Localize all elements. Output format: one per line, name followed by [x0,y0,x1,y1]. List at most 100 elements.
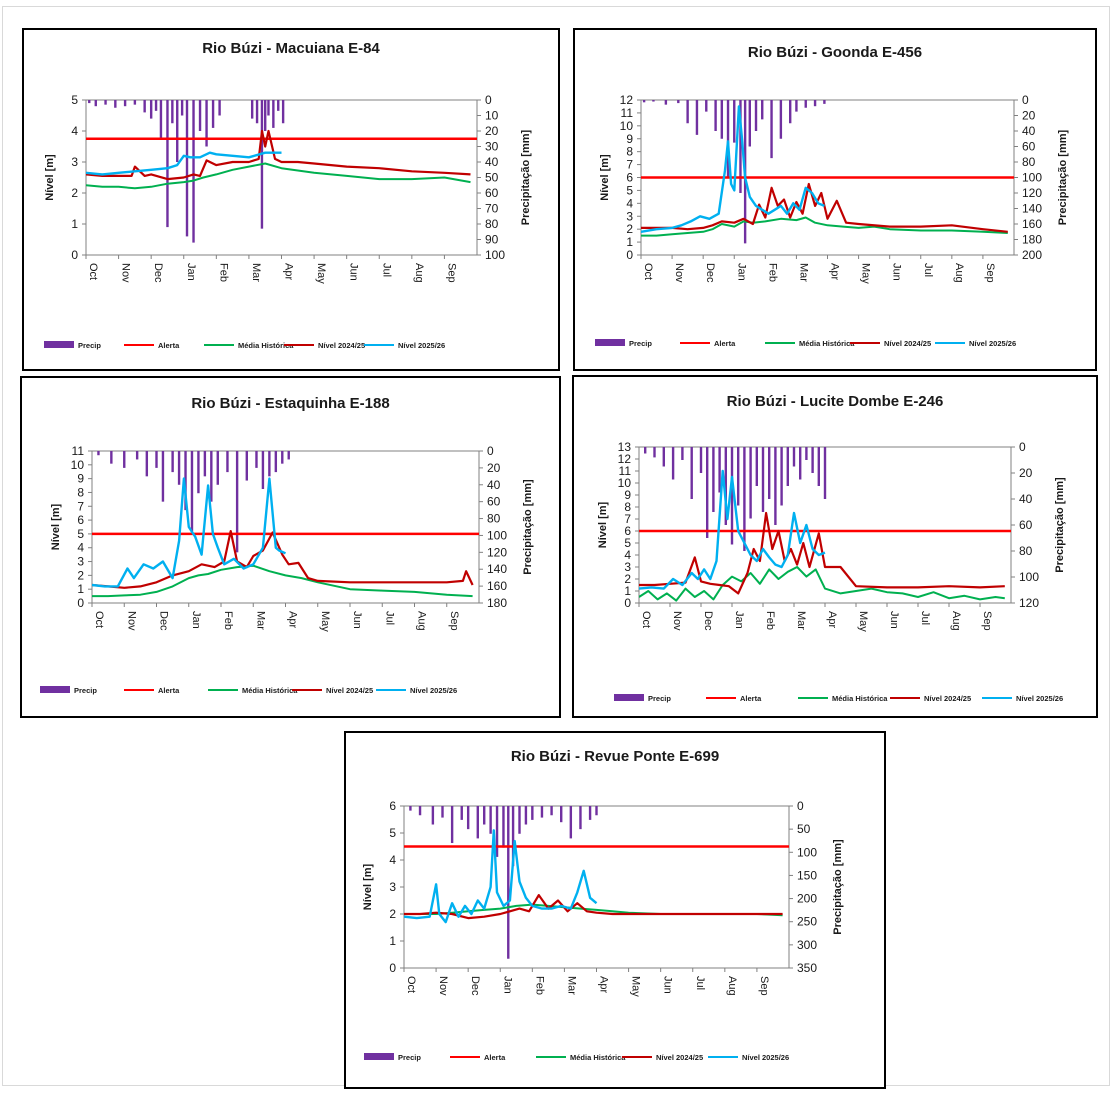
y-tick-label: 0 [624,596,631,610]
precip-bar [272,100,275,128]
precip-bar [720,100,724,139]
precip-bar [184,451,187,511]
precip-bar [114,100,117,108]
legend-label-n2526: Nível 2025/26 [969,339,1016,348]
precip-bar [507,806,510,959]
y2-tick-label: 60 [1019,518,1033,532]
precip-bar [786,447,789,486]
precip-bar [149,100,153,119]
x-tick-label: Sep [445,263,457,283]
plot-area [403,805,790,969]
precip-bar [210,451,213,502]
series-line-n2425 [92,530,474,589]
y-tick-label: 3 [389,880,396,894]
precip-bar [714,100,717,131]
precip-bar [754,100,758,131]
precip-bar [190,451,194,532]
precip-bar [511,806,515,867]
legend-swatch-precip [40,686,70,693]
y2-tick-label: 20 [487,461,501,475]
precip-bar [761,447,765,512]
y2-tick-label: 200 [1022,248,1042,262]
y-tick-label: 5 [389,826,396,840]
y-tick-label: 5 [77,527,84,541]
precip-bar [88,100,91,104]
y-tick-label: 3 [626,209,633,223]
precip-bar [779,100,783,139]
precip-bar [737,447,740,506]
precip-bar [154,100,158,111]
precip-bar [662,447,665,467]
y2-axis-label: Precipitação [mm] [1057,129,1069,225]
x-tick-label: May [630,976,642,997]
precip-bar [749,447,752,519]
y-tick-label: 12 [620,93,634,107]
y-tick-label: 11 [619,464,632,478]
y-tick-label: 1 [71,217,78,231]
precip-bar [595,806,598,816]
plot-area [91,450,480,604]
x-tick-label: Mar [797,263,809,282]
precip-bar [277,100,280,111]
precip-bar [495,806,499,857]
plot-data-group [92,451,479,598]
series-line-n2526 [639,469,826,590]
legend-label-precip: Precip [74,686,97,695]
y-tick-label: 1 [389,934,396,948]
legend-label-media: Média Histórica [242,686,298,695]
precip-bar [218,100,221,116]
precip-bar [823,100,826,104]
legend-label-precip: Precip [629,339,652,348]
precip-bar [161,451,165,502]
y2-tick-label: 50 [485,171,499,185]
x-tick-label: Sep [758,976,770,996]
precip-bar [205,100,208,147]
precip-bar [695,100,699,135]
precip-bar [644,447,647,454]
x-tick-label: Dec [469,976,481,996]
precip-bar [712,447,715,512]
y-tick-label: 3 [71,155,78,169]
y2-tick-label: 120 [487,545,507,559]
x-tick-label: Jun [348,263,360,281]
y2-tick-label: 160 [1022,217,1042,231]
y-tick-label: 5 [624,536,631,550]
x-tick-label: Jun [891,263,903,281]
y-tick-label: 8 [624,500,631,514]
y-tick-label: 0 [71,248,78,262]
x-tick-label: Oct [405,976,417,993]
precip-bar [226,451,229,473]
precip-bar [755,447,758,486]
x-tick-label: Nov [120,263,132,283]
x-tick-label: Apr [283,263,295,280]
precip-bar [799,447,802,480]
x-tick-label: Jul [383,611,395,625]
y-tick-label: 5 [626,183,633,197]
series-line-n2425 [404,894,783,920]
x-tick-label: Aug [950,611,962,631]
precip-bar [431,806,435,825]
precip-bar [743,447,746,551]
chart-svg-estaquinha: Rio Búzi - Estaquinha E-1880123456789101… [40,395,534,695]
precip-bar [761,100,764,120]
y2-tick-label: 0 [485,93,492,107]
y-tick-label: 3 [624,560,631,574]
precip-bar [409,806,412,811]
precip-bar [255,451,258,468]
x-tick-label: Jul [380,263,392,277]
precip-bar [518,806,521,834]
y2-tick-label: 20 [485,124,499,138]
series-line-media [639,566,1005,602]
x-tick-label: Oct [642,263,654,280]
precip-bar [110,451,113,464]
y2-tick-label: 100 [487,528,507,542]
precip-bar [560,806,563,823]
precip-bar [159,100,163,139]
legend-label-n2425: Nível 2024/25 [656,1053,703,1062]
x-tick-label: Jan [190,611,202,629]
legend-label-n2526: Nível 2025/26 [398,341,445,350]
y2-axis-label: Precipitação [mm] [832,839,844,935]
legend-label-n2526: Nível 2025/26 [410,686,457,695]
precip-bar [579,806,582,830]
x-tick-label: Jun [888,611,900,629]
